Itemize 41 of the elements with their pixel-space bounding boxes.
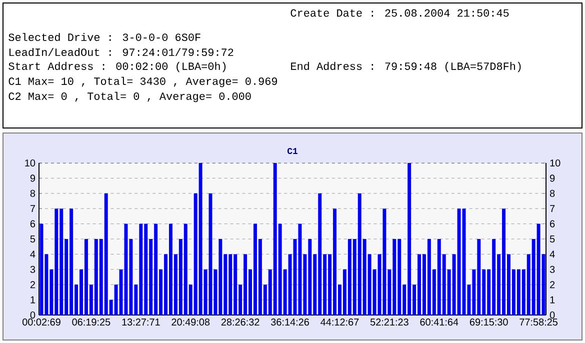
x-tick-label: 44:12:67 [320,318,359,326]
y-tick-label: 0 [30,311,36,319]
x-tick-label: 06:19:25 [72,318,110,326]
y-tick-label: 6 [30,220,36,228]
x-tick-label: 13:27:71 [122,318,160,326]
y2-tick-label: 0 [550,311,555,319]
y-tick-label: 2 [30,281,35,288]
y2-tick-label: 7 [550,205,555,212]
y2-tick-label: 4 [550,250,555,258]
y-tick-label: 7 [30,205,35,212]
y-tick-label: 1 [30,296,36,304]
text: Start Address : 00:02:00 (LBA=0h) [8,62,226,72]
y-tick-label: 10 [25,159,36,167]
y2-tick-label: 2 [550,281,555,288]
x-tick-label: 36:14:26 [271,318,309,326]
y-tick-label: 4 [30,250,36,258]
text: Selected Drive : 3-0-0-0 6S0F [8,32,200,42]
x-tick-label: 69:15:30 [470,318,508,326]
y-tick-label: 9 [30,174,36,182]
text: C1 Max= 10 , Total= 3430 , Average= 0.969 [8,76,278,88]
y2-tick-label: 10 [550,159,560,167]
y2-tick-label: 8 [550,190,555,197]
y-tick-label: 5 [30,236,36,242]
text: LeadIn/LeadOut : 97:24:01/79:59:72 [9,48,234,56]
y2-tick-label: 3 [550,266,555,273]
text: C2 Max= 0 , Total= 0 , Average= 0.000 [8,92,251,102]
y2-tick-label: 5 [550,236,555,242]
y-tick-label: 8 [30,190,36,197]
x-tick-label: 60:41:64 [420,318,458,326]
x-tick-label: 20:49:08 [172,318,210,326]
chart-title: C1 [287,148,298,154]
y-tick-label: 3 [30,266,36,273]
x-tick-label: 28:26:32 [221,318,260,326]
y2-tick-label: 9 [550,174,555,182]
x-tick-label: 77:58:25 [520,318,558,326]
y2-tick-label: 1 [550,296,555,304]
y2-tick-label: 6 [550,220,555,228]
text: End Address : 79:59:48 (LBA=57D8Fh) [291,62,521,72]
text: Create Date : 25.08.2004 21:50:45 [290,9,509,17]
x-tick-label: 00:02:69 [22,318,60,326]
x-tick-label: 52:21:23 [370,318,408,326]
